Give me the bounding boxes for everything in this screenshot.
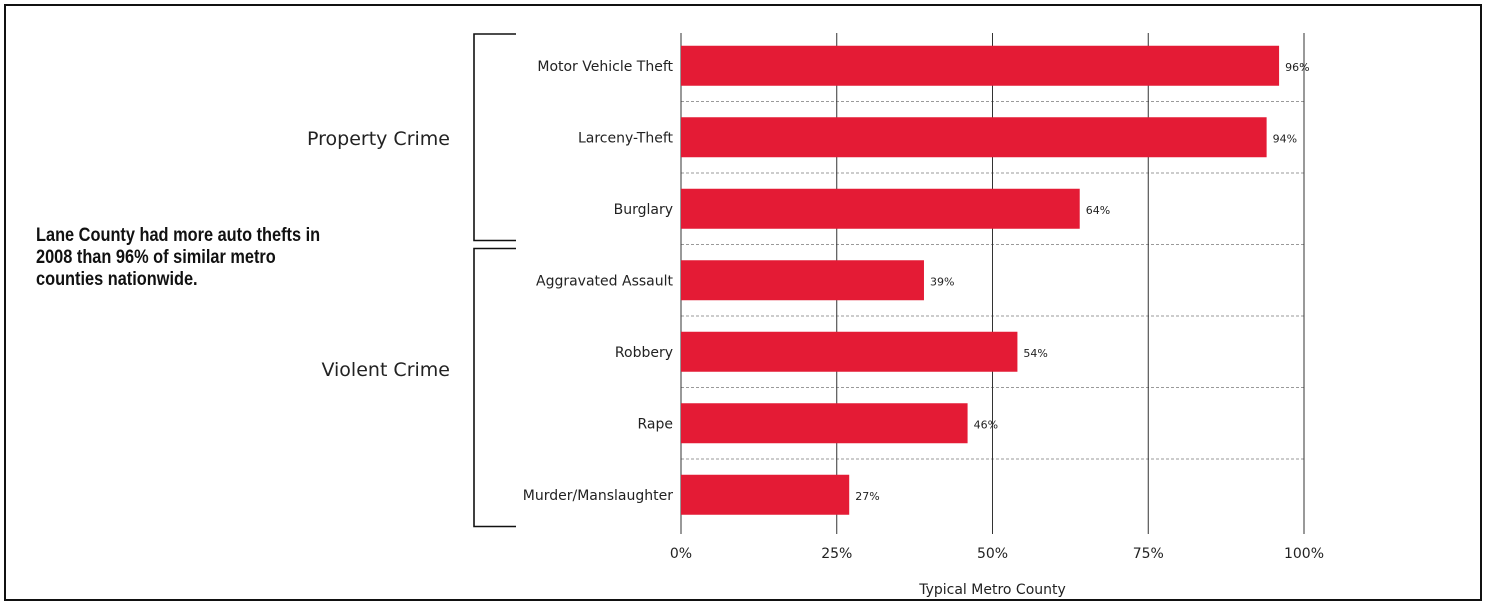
bars [681, 45, 1280, 515]
category-label: Motor Vehicle Theft [537, 59, 673, 75]
group-brackets [473, 33, 516, 528]
x-tick-label: 75% [1133, 546, 1164, 562]
x-tick-label: 100% [1284, 546, 1324, 562]
value-label: 46% [974, 418, 998, 431]
category-label: Rape [638, 416, 674, 432]
x-tick-label: 0% [670, 546, 692, 562]
category-label: Larceny-Theft [578, 130, 674, 146]
category-label: Aggravated Assault [536, 273, 673, 289]
category-label: Burglary [614, 202, 673, 218]
value-label: 39% [930, 275, 954, 288]
x-tick-label: 50% [977, 546, 1008, 562]
value-label: 54% [1023, 347, 1047, 360]
bar-rape [681, 403, 968, 444]
value-label: 96% [1285, 61, 1309, 74]
category-label: Murder/Manslaughter [523, 488, 673, 504]
group-label-violent-crime: Violent Crime [321, 359, 450, 381]
value-label: 94% [1273, 132, 1297, 145]
category-label: Robbery [615, 345, 673, 361]
bar-motor-vehicle-theft [681, 45, 1280, 86]
bar-burglary [681, 188, 1080, 229]
group-label-property-crime: Property Crime [307, 128, 450, 150]
bar-aggravated-assault [681, 260, 924, 301]
callout-text: Lane County had more auto thefts in 2008… [36, 225, 321, 290]
bar-larceny-theft [681, 117, 1267, 158]
value-label: 27% [855, 490, 879, 503]
value-label: 64% [1086, 204, 1110, 217]
bar-robbery [681, 331, 1018, 372]
bracket-violent-crime [473, 247, 516, 528]
labels: 0% 25% 50% 75% 100% Motor Vehicle Theft 96% Lar… [523, 59, 1324, 598]
bracket-property-crime [473, 33, 516, 242]
bar-murder-manslaughter [681, 474, 850, 515]
x-tick-label: 25% [821, 546, 852, 562]
x-axis-title: Typical Metro County [918, 582, 1066, 598]
